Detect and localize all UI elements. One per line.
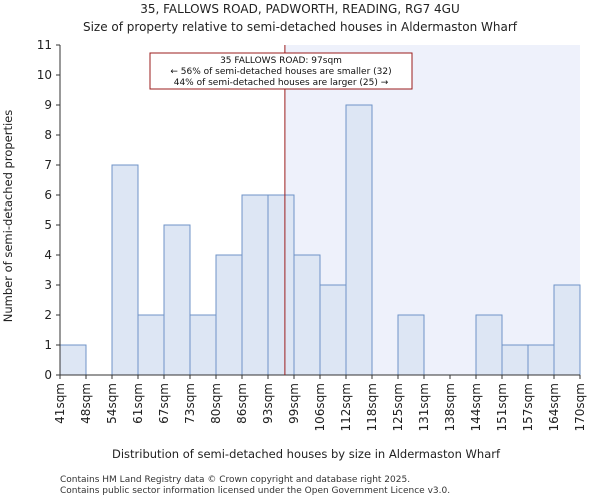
x-tick-label: 125sqm: [391, 383, 405, 431]
bar-86sqm: [241, 194, 269, 376]
x-tick-label: 112sqm: [339, 383, 353, 431]
y-tick-label: 6: [44, 188, 52, 202]
y-tick-label: 7: [44, 158, 52, 172]
bar-106sqm: [319, 284, 347, 376]
bar-112sqm: [345, 104, 373, 376]
x-tick-label: 48sqm: [79, 383, 93, 424]
x-tick-label: 157sqm: [521, 383, 535, 431]
annotation-line-3: 44% of semi-detached houses are larger (…: [174, 78, 389, 88]
x-tick-label: 151sqm: [495, 383, 509, 431]
x-tick-label: 131sqm: [417, 383, 431, 431]
y-tick-label: 11: [37, 38, 52, 52]
y-tick-label: 2: [44, 308, 52, 322]
y-tick-label: 0: [44, 368, 52, 382]
x-tick-label: 138sqm: [443, 383, 457, 431]
annotation-line-1: 35 FALLOWS ROAD: 97sqm: [220, 56, 342, 66]
y-tick-label: 9: [44, 98, 52, 112]
x-tick-label: 93sqm: [261, 383, 275, 424]
bar-61sqm: [137, 314, 165, 376]
x-tick-label: 144sqm: [469, 383, 483, 431]
x-tick-label: 67sqm: [157, 383, 171, 424]
bar-144sqm: [475, 314, 503, 376]
x-axis-label: Distribution of semi-detached houses by …: [112, 447, 501, 461]
y-tick-label: 4: [44, 248, 52, 262]
bar-73sqm: [189, 314, 217, 376]
x-tick-label: 61sqm: [131, 383, 145, 424]
footer-line-1: Contains HM Land Registry data © Crown c…: [60, 475, 410, 485]
bar-151sqm: [501, 344, 529, 376]
x-tick-label: 73sqm: [183, 383, 197, 424]
annotation-line-2: ← 56% of semi-detached houses are smalle…: [170, 67, 391, 77]
x-tick-label: 86sqm: [235, 383, 249, 424]
chart-subtitle: Size of property relative to semi-detach…: [83, 20, 518, 34]
x-tick-label: 99sqm: [287, 383, 301, 424]
y-tick-label: 1: [44, 338, 52, 352]
chart-title: 35, FALLOWS ROAD, PADWORTH, READING, RG7…: [140, 2, 460, 16]
footer-line-2: Contains public sector information licen…: [60, 486, 450, 496]
x-tick-label: 80sqm: [209, 383, 223, 424]
x-tick-label: 41sqm: [53, 383, 67, 424]
y-tick-label: 3: [44, 278, 52, 292]
annotation-box: [149, 52, 413, 90]
bar-67sqm: [163, 224, 191, 376]
bar-99sqm: [293, 254, 321, 376]
y-axis-label: Number of semi-detached properties: [1, 110, 15, 322]
bar-80sqm: [215, 254, 243, 376]
x-tick-label: 54sqm: [105, 383, 119, 424]
x-tick-label: 164sqm: [547, 383, 561, 431]
x-tick-label: 118sqm: [365, 383, 379, 431]
bar-157sqm: [527, 344, 555, 376]
bar-164sqm: [553, 284, 581, 376]
bar-93sqm: [267, 194, 295, 376]
x-tick-label: 170sqm: [573, 383, 587, 431]
bar-125sqm: [397, 314, 425, 376]
y-tick-label: 10: [37, 68, 52, 82]
x-tick-label: 106sqm: [313, 383, 327, 431]
y-tick-label: 8: [44, 128, 52, 142]
bar-54sqm: [111, 164, 139, 376]
y-tick-label: 5: [44, 218, 52, 232]
bar-41sqm: [59, 344, 87, 376]
